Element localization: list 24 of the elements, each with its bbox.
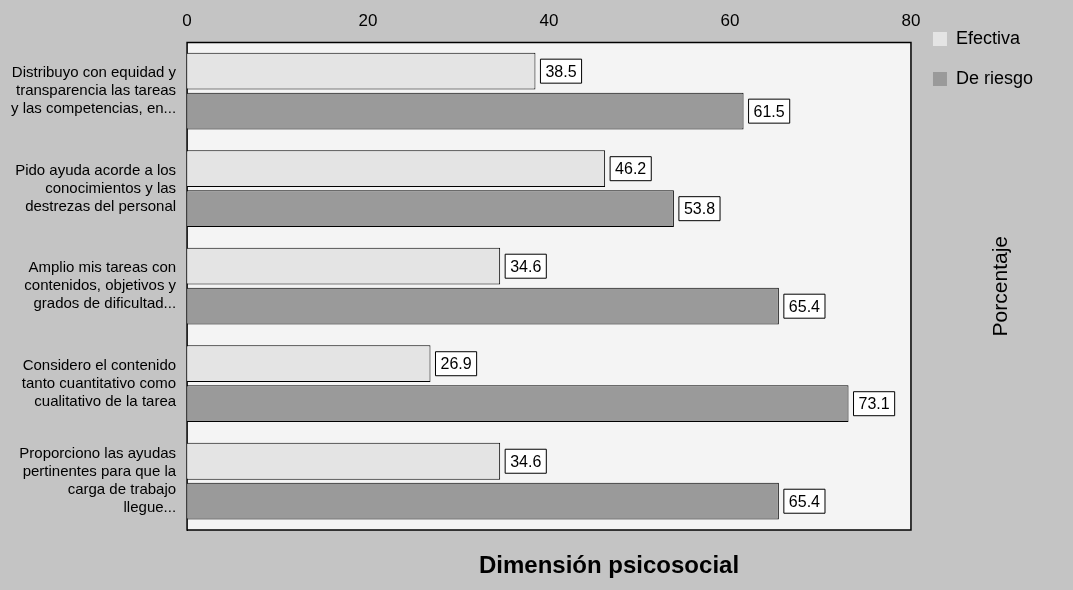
- y-tick-label: Distribuyo con equidad y transparencia las tareas y las competencias, en...: [10, 63, 177, 117]
- x-tick-label: 20: [358, 10, 378, 30]
- y-tick-label: Amplio mis tareas con contenidos, objetivos y grados de dificultad...: [24, 258, 177, 312]
- data-label: 73.1: [858, 395, 890, 413]
- x-tick-label: 40: [539, 10, 559, 30]
- data-label: 34.6: [510, 452, 542, 470]
- y2-axis-title: Porcentaje: [987, 236, 1011, 337]
- data-label: 46.2: [615, 160, 647, 178]
- legend-label: De riesgo: [955, 67, 1034, 88]
- data-label: 61.5: [753, 102, 785, 120]
- data-label: 38.5: [545, 62, 577, 80]
- data-label: 34.6: [510, 257, 542, 275]
- y-tick-label: Proporciono las ayudas pertinentes para que la carga de trabajo llegue...: [19, 444, 177, 516]
- legend-label: Efectiva: [955, 27, 1021, 48]
- data-label: 53.8: [683, 200, 716, 218]
- x-tick-label: 80: [901, 10, 921, 30]
- data-label: 65.4: [788, 492, 821, 510]
- x-tick-label: 60: [720, 10, 740, 30]
- x-axis-title: Dimensión psicosocial: [478, 550, 740, 578]
- data-label: 26.9: [440, 355, 472, 373]
- y-tick-label: Pido ayuda acorde a los conocimientos y las destrezas del personal: [15, 160, 177, 214]
- y-tick-label: Considero el contenido tanto cuantitativo como cualitativo de la tarea: [21, 355, 177, 409]
- data-label: 65.4: [788, 297, 821, 315]
- x-tick-label: 0: [182, 10, 192, 30]
